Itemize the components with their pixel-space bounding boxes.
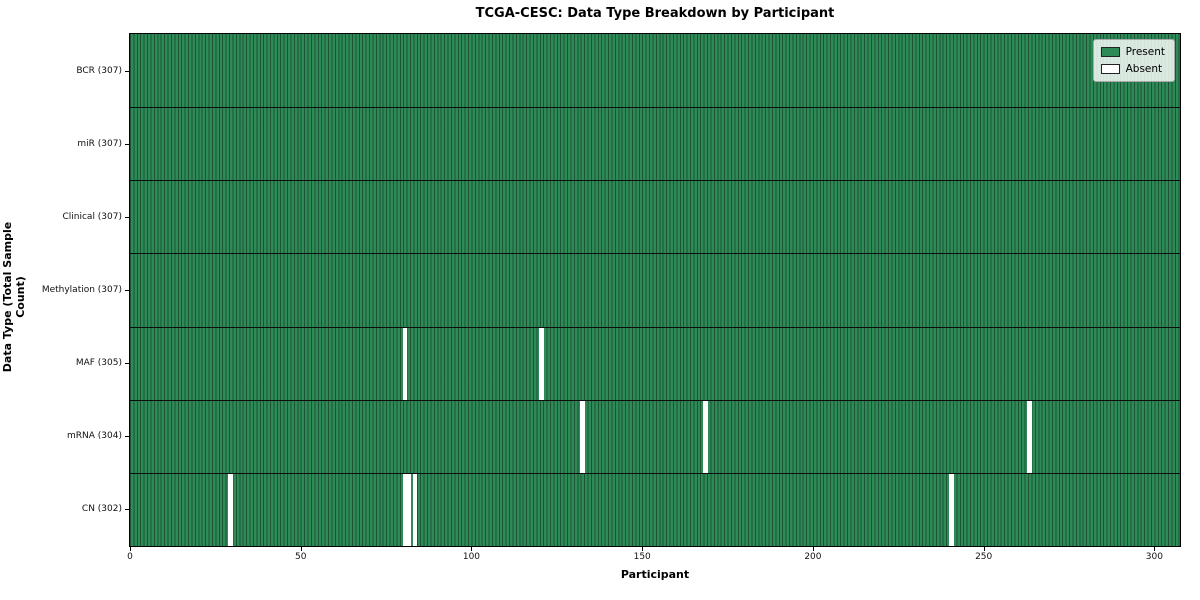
heatmap-row-methylation bbox=[130, 253, 1180, 328]
legend-swatch-absent bbox=[1100, 64, 1120, 74]
y-tick-label-bcr: BCR (307) bbox=[76, 65, 122, 76]
x-tick-mark-150 bbox=[642, 547, 644, 551]
x-tick-mark-50 bbox=[300, 547, 302, 551]
y-tick-label-clinical: Clinical (307) bbox=[62, 211, 122, 222]
y-axis-label: Data Type (Total Sample Count) bbox=[1, 221, 27, 373]
y-tick-label-mrna: mRNA (304) bbox=[67, 431, 122, 442]
legend-label-present: Present bbox=[1125, 46, 1165, 58]
y-tick-mark-mir bbox=[125, 143, 129, 145]
y-tick-mark-methylation bbox=[125, 290, 129, 291]
y-tick-label-mir: miR (307) bbox=[77, 138, 122, 149]
chart-title: TCGA-CESC: Data Type Breakdown by Partic… bbox=[475, 6, 835, 21]
legend-item-present: Present bbox=[1100, 46, 1165, 58]
y-tick-mark-maf bbox=[125, 363, 129, 365]
x-tick-label-200: 200 bbox=[804, 552, 822, 562]
legend-item-absent: Absent bbox=[1100, 63, 1165, 75]
absent-gap-maf-80 bbox=[402, 327, 408, 401]
absent-gap-cn-80 bbox=[402, 473, 408, 546]
plot-area: Present Absent bbox=[129, 33, 1181, 547]
x-tick-label-150: 150 bbox=[633, 552, 651, 562]
absent-gap-mrna-132 bbox=[580, 400, 585, 474]
x-tick-label-0: 0 bbox=[127, 552, 133, 562]
y-tick-mark-bcr bbox=[125, 70, 129, 72]
x-tick-label-250: 250 bbox=[975, 552, 993, 562]
legend-label-absent: Absent bbox=[1125, 63, 1163, 75]
heatmap-row-mir bbox=[130, 107, 1180, 182]
absent-gap-cn-83 bbox=[412, 473, 418, 546]
x-tick-mark-300 bbox=[1154, 547, 1156, 551]
x-tick-mark-0 bbox=[130, 547, 131, 551]
absent-gap-cn-240 bbox=[948, 473, 954, 546]
y-tick-label-cn: CN (302) bbox=[81, 504, 122, 515]
y-tick-mark-clinical bbox=[125, 216, 129, 218]
x-tick-label-100: 100 bbox=[462, 552, 481, 562]
absent-gap-cn-81 bbox=[405, 473, 411, 546]
y-tick-label-maf: MAF (305) bbox=[75, 358, 122, 369]
heatmap-row-bcr bbox=[130, 34, 1180, 109]
legend-swatch-present bbox=[1100, 47, 1120, 57]
x-tick-mark-200 bbox=[812, 547, 814, 551]
y-tick-label-methylation: Methylation (307) bbox=[41, 285, 122, 295]
absent-gap-cn-29 bbox=[228, 473, 234, 546]
heatmap-row-mrna bbox=[130, 399, 1180, 474]
absent-gap-maf-120 bbox=[539, 327, 544, 401]
x-tick-mark-250 bbox=[983, 547, 985, 551]
x-axis-label: Participant bbox=[620, 568, 690, 581]
y-tick-mark-cn bbox=[125, 509, 129, 511]
heatmap-row-maf bbox=[130, 326, 1180, 401]
absent-gap-mrna-168 bbox=[703, 400, 708, 474]
heatmap-row-cn bbox=[130, 472, 1180, 546]
x-tick-mark-100 bbox=[471, 547, 473, 551]
heatmap-row-clinical bbox=[130, 180, 1180, 255]
x-tick-label-300: 300 bbox=[1145, 552, 1163, 562]
y-tick-mark-mrna bbox=[125, 436, 129, 438]
absent-gap-mrna-263 bbox=[1027, 400, 1033, 474]
legend: Present Absent bbox=[1092, 39, 1175, 82]
x-tick-label-50: 50 bbox=[294, 552, 307, 562]
